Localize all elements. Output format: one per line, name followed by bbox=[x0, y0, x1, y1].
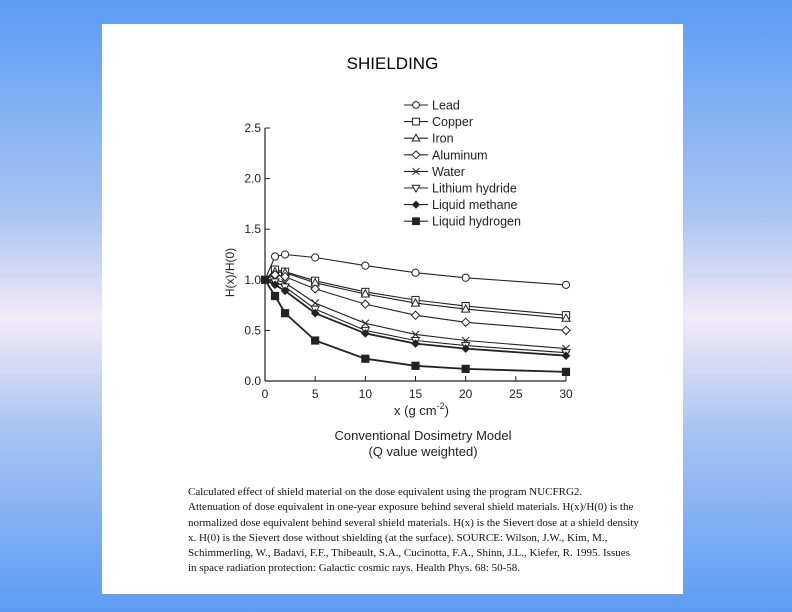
data-point-water bbox=[361, 319, 370, 328]
y-axis-label: H(x)/H(0) bbox=[223, 248, 237, 297]
data-point-liquid-methane bbox=[561, 351, 571, 361]
caption-line: normalized dose equivalent behind severa… bbox=[188, 516, 639, 529]
x-axis-label-exponent: -2 bbox=[437, 401, 445, 411]
series-markers bbox=[260, 250, 571, 376]
legend-item: Liquid hydrogen bbox=[404, 215, 521, 229]
data-point-liquid-methane bbox=[411, 339, 420, 348]
legend-marker-circle bbox=[412, 101, 420, 109]
data-point-iron bbox=[360, 288, 371, 298]
x-tick-label: 25 bbox=[509, 387, 523, 401]
data-point-iron bbox=[561, 313, 571, 322]
y-tick-label: 2.0 bbox=[244, 172, 261, 186]
legend-item: Lithium hydride bbox=[404, 182, 517, 196]
x-tick-label: 30 bbox=[559, 387, 573, 401]
data-point-liquid-hydrogen bbox=[361, 354, 370, 363]
y-tick-label: 0.5 bbox=[244, 323, 261, 337]
x-tick-label: 0 bbox=[262, 387, 269, 401]
series-line-liquid-hydrogen bbox=[264, 279, 567, 373]
legend-label: Liquid methane bbox=[432, 198, 518, 212]
data-point-aluminum bbox=[410, 310, 421, 321]
data-point-aluminum bbox=[460, 317, 471, 328]
data-point-lead bbox=[280, 250, 290, 259]
model-label-line-1: Conventional Dosimetry Model bbox=[334, 428, 511, 443]
data-point-liquid-methane bbox=[461, 344, 470, 353]
legend-label: Lead bbox=[432, 99, 460, 113]
x-axis-label: x (g cm-2) bbox=[394, 401, 449, 418]
legend-item: Liquid methane bbox=[404, 198, 518, 212]
data-point-aluminum bbox=[280, 271, 290, 282]
legend-marker-x bbox=[412, 167, 420, 176]
x-tick-label: 20 bbox=[459, 387, 473, 401]
data-point-liquid-methane bbox=[361, 329, 370, 338]
x-axis-label-tail: ) bbox=[445, 403, 449, 418]
legend-marker-triangle bbox=[411, 133, 421, 142]
legend-marker-diamond bbox=[411, 150, 421, 160]
data-point-lead bbox=[561, 280, 571, 289]
data-point-liquid-hydrogen bbox=[270, 291, 280, 301]
data-point-water bbox=[311, 299, 320, 308]
legend-item: Water bbox=[404, 165, 465, 179]
legend-item: Copper bbox=[404, 115, 473, 129]
data-point-lead bbox=[270, 252, 280, 261]
caption-line: Calculated effect of shield material on … bbox=[188, 486, 583, 498]
data-point-liquid-methane bbox=[310, 308, 320, 318]
legend-marker-triangle-down bbox=[411, 184, 421, 194]
shielding-chart: 0 5 10 15 20 25 30 0.0 0.5 1.0 1.5 2.0 2.5 x (g cm-2)… bbox=[223, 99, 573, 460]
caption-line: x. H(0) is the Sievert dose without shie… bbox=[188, 531, 608, 544]
legend-marker-square bbox=[412, 117, 420, 126]
legend-item: Iron bbox=[404, 132, 454, 146]
legend-item: Aluminum bbox=[404, 148, 488, 162]
legend-label: Copper bbox=[432, 115, 473, 129]
data-point-lead bbox=[461, 273, 470, 282]
data-point-water bbox=[411, 330, 420, 339]
legend-label: Lithium hydride bbox=[432, 182, 517, 196]
y-tick-label: 1.5 bbox=[244, 222, 261, 236]
legend-label: Aluminum bbox=[432, 148, 488, 162]
x-tick-label: 10 bbox=[359, 387, 373, 401]
x-tick-label: 5 bbox=[312, 387, 319, 401]
caption-line: in space radiation protection: Galactic … bbox=[188, 562, 521, 575]
data-point-lead bbox=[361, 261, 370, 270]
legend-item: Lead bbox=[404, 99, 460, 113]
chart-legend: Lead Copper Iron Aluminum Water Lithium hydri… bbox=[404, 99, 521, 229]
slide: SHIELDING 0 5 10 15 20 25 30 0.0 0.5 1.0 1.5 2.0 2.5… bbox=[102, 24, 683, 594]
y-tick-label: 1.0 bbox=[244, 273, 261, 287]
legend-label: Water bbox=[432, 165, 465, 179]
data-point-liquid-hydrogen bbox=[561, 367, 571, 376]
data-point-liquid-hydrogen bbox=[461, 364, 470, 373]
model-label-line-2: (Q value weighted) bbox=[368, 444, 477, 459]
chart-axes: 0 5 10 15 20 25 30 0.0 0.5 1.0 1.5 2.0 2.5 x (g cm-2)… bbox=[223, 121, 573, 418]
data-point-aluminum bbox=[310, 284, 320, 294]
data-point-iron bbox=[410, 297, 421, 307]
figure-caption: Calculated effect of shield material on … bbox=[188, 485, 678, 577]
legend-label: Iron bbox=[432, 132, 454, 146]
data-point-aluminum bbox=[360, 299, 371, 309]
caption-line: Attenuation of dose equivalent in one-ye… bbox=[188, 501, 634, 514]
x-tick-label: 15 bbox=[409, 387, 423, 401]
data-point-lead bbox=[411, 268, 420, 277]
y-tick-label: 2.5 bbox=[244, 121, 261, 135]
data-point-liquid-methane bbox=[270, 280, 280, 290]
legend-label: Liquid hydrogen bbox=[432, 215, 521, 229]
data-point-liquid-hydrogen bbox=[280, 309, 290, 318]
x-axis-label-main: x (g cm bbox=[394, 403, 437, 418]
caption-line: Schimmerling, W., Badavi, F.F., Thibeaul… bbox=[188, 547, 630, 560]
slide-title: SHIELDING bbox=[346, 54, 439, 73]
legend-marker-filled-square bbox=[412, 217, 420, 226]
data-point-origin bbox=[260, 275, 270, 284]
data-point-lead bbox=[311, 253, 320, 262]
data-point-liquid-hydrogen bbox=[411, 361, 420, 370]
data-point-liquid-methane bbox=[280, 286, 290, 296]
legend-marker-filled-diamond bbox=[411, 200, 421, 209]
data-point-iron bbox=[460, 303, 471, 313]
data-point-aluminum bbox=[561, 325, 571, 336]
data-point-liquid-hydrogen bbox=[311, 336, 320, 345]
y-tick-label: 0.0 bbox=[244, 374, 261, 388]
